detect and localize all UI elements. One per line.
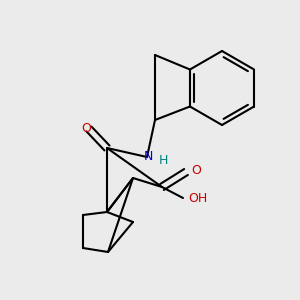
Text: O: O: [81, 122, 91, 136]
Text: N: N: [143, 151, 153, 164]
Text: OH: OH: [188, 191, 207, 205]
Text: O: O: [191, 164, 201, 178]
Text: H: H: [158, 154, 168, 167]
